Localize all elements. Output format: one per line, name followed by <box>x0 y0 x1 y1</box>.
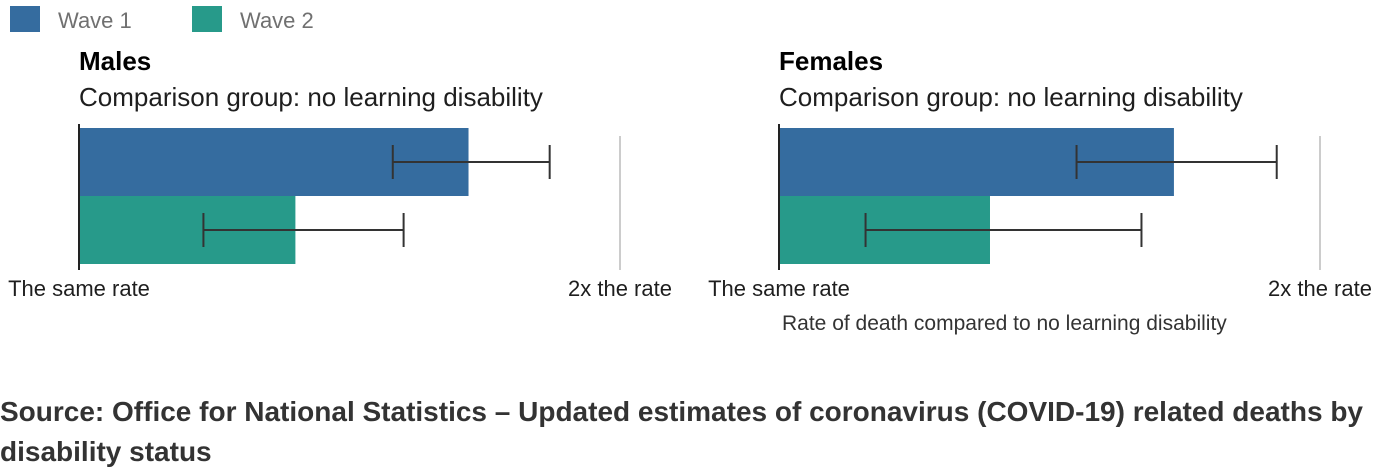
legend-label-wave-2: Wave 2 <box>240 8 314 33</box>
x-tick-label: The same rate <box>708 276 850 301</box>
legend-swatch-wave-1 <box>10 6 40 32</box>
panel-title: Males <box>79 46 152 76</box>
source-note: Source: Office for National Statistics –… <box>0 396 1364 467</box>
panel-subtitle: Comparison group: no learning disability <box>79 82 543 112</box>
males-panel: Males Comparison group: no learning disa… <box>0 44 672 344</box>
females-panel: Females Comparison group: no learning di… <box>700 44 1372 344</box>
legend-label-wave-1: Wave 1 <box>58 8 132 33</box>
legend-swatch-wave-2 <box>192 6 222 32</box>
x-axis-title: Rate of death compared to no learning di… <box>782 312 1227 335</box>
x-tick-label: The same rate <box>8 276 150 301</box>
males-chart: The same rate 2x the rate <box>8 124 672 301</box>
panel-subtitle: Comparison group: no learning disability <box>779 82 1243 112</box>
panel-title: Females <box>779 46 884 76</box>
x-tick-label: 2x the rate <box>1268 276 1372 301</box>
x-tick-label: 2x the rate <box>568 276 672 301</box>
females-chart: The same rate 2x the rate <box>708 124 1372 301</box>
